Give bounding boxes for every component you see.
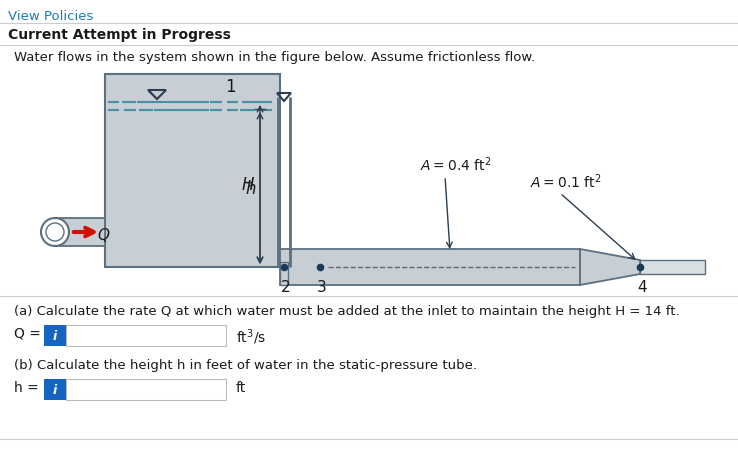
Bar bbox=[280, 263, 288, 285]
Text: Current Attempt in Progress: Current Attempt in Progress bbox=[8, 28, 231, 42]
Circle shape bbox=[46, 223, 64, 242]
Text: ft: ft bbox=[236, 380, 246, 394]
Bar bbox=[44, 379, 66, 400]
Text: ft$^3$/s: ft$^3$/s bbox=[236, 326, 266, 346]
Text: Q =: Q = bbox=[14, 326, 41, 340]
Text: h =: h = bbox=[14, 380, 39, 394]
Circle shape bbox=[41, 218, 69, 247]
Text: (a) Calculate the rate Q at which water must be added at the inlet to maintain t: (a) Calculate the rate Q at which water … bbox=[14, 304, 680, 317]
Bar bbox=[640, 260, 705, 274]
Text: i: i bbox=[53, 383, 57, 396]
Bar bbox=[280, 249, 580, 285]
Text: i: i bbox=[53, 329, 57, 342]
Bar bbox=[44, 325, 66, 346]
Text: (b) Calculate the height h in feet of water in the static-pressure tube.: (b) Calculate the height h in feet of wa… bbox=[14, 358, 477, 371]
Polygon shape bbox=[580, 249, 640, 285]
Text: H: H bbox=[241, 176, 254, 194]
Text: 1: 1 bbox=[224, 78, 235, 96]
Bar bbox=[55, 218, 105, 247]
Text: Water flows in the system shown in the figure below. Assume frictionless flow.: Water flows in the system shown in the f… bbox=[14, 51, 535, 64]
Text: Q: Q bbox=[97, 228, 109, 243]
Text: h: h bbox=[246, 180, 256, 197]
Text: $A = 0.1\ \mathrm{ft}^2$: $A = 0.1\ \mathrm{ft}^2$ bbox=[530, 172, 601, 190]
Text: View Policies: View Policies bbox=[8, 10, 94, 23]
Text: $A = 0.4\ \mathrm{ft}^2$: $A = 0.4\ \mathrm{ft}^2$ bbox=[420, 155, 492, 173]
Bar bbox=[105, 75, 280, 268]
Text: 3: 3 bbox=[317, 279, 327, 294]
Text: 4: 4 bbox=[637, 279, 646, 294]
Text: 2: 2 bbox=[281, 279, 291, 294]
